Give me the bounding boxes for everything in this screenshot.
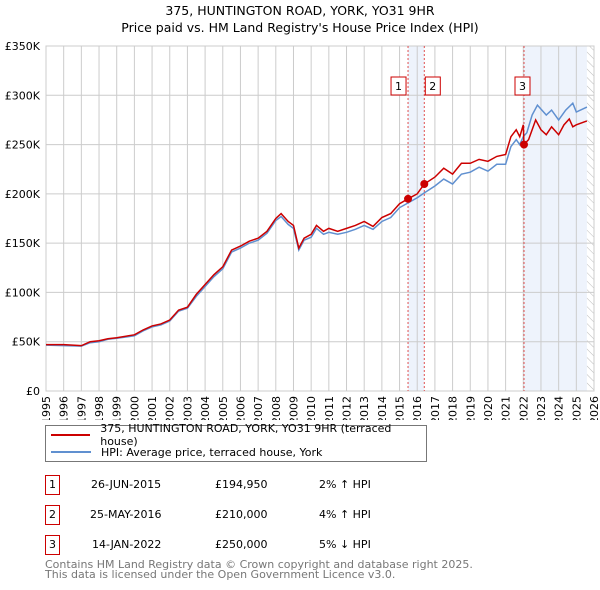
sale-hpi: 5% ↓ HPI: [319, 538, 371, 551]
y-tick-label: £50K: [12, 336, 41, 349]
footer: Contains HM Land Registry data © Crown c…: [45, 558, 473, 581]
x-tick-label: 2018: [447, 396, 460, 420]
chart-title: 375, HUNTINGTON ROAD, YORK, YO31 9HR: [165, 3, 435, 18]
sale-price: £250,000: [215, 538, 268, 551]
x-tick-label: 2016: [411, 396, 424, 420]
x-tick-label: 2014: [376, 396, 389, 420]
x-tick-label: 2026: [588, 396, 600, 420]
x-tick-label: 2007: [252, 396, 265, 420]
sale-marker-label: 3: [45, 535, 60, 555]
sale-marker-label: 2: [429, 80, 436, 93]
x-tick-label: 1995: [40, 396, 53, 420]
y-tick-label: £100K: [5, 286, 41, 299]
legend-swatch: [51, 434, 91, 436]
x-tick-label: 2021: [500, 396, 513, 420]
x-tick-label: 2003: [181, 396, 194, 420]
x-tick-label: 2025: [570, 396, 583, 420]
x-tick-label: 2004: [199, 396, 212, 420]
sale-hpi: 4% ↑ HPI: [319, 508, 371, 521]
sale-marker-label: 3: [519, 80, 526, 93]
x-tick-label: 2023: [535, 396, 548, 420]
x-tick-label: 1999: [111, 396, 124, 420]
sale-date: 14-JAN-2022: [92, 538, 162, 551]
y-tick-label: £150K: [5, 237, 41, 250]
x-tick-label: 2011: [323, 396, 336, 420]
y-tick-label: £0: [26, 385, 40, 398]
sale-date: 26-JUN-2015: [91, 478, 162, 491]
shaded-range: [408, 46, 425, 391]
property-price-line: [46, 117, 588, 347]
x-tick-label: 2000: [128, 396, 141, 420]
y-tick-label: £250K: [5, 139, 41, 152]
sale-price: £194,950: [215, 478, 268, 491]
sale-marker-box: [514, 76, 531, 96]
footer-line: Contains HM Land Registry data © Crown c…: [45, 558, 473, 571]
x-tick-label: 2012: [341, 396, 354, 420]
sale-row: 2 25-MAY-2016 £210,000 4% ↑ HPI: [45, 505, 465, 525]
x-tick-label: 2017: [429, 396, 442, 420]
plot-border: [45, 45, 595, 392]
x-tick-label: 1996: [58, 396, 71, 420]
x-tick-label: 2001: [146, 396, 159, 420]
sale-row: 3 14-JAN-2022 £250,000 5% ↓ HPI: [45, 535, 465, 555]
legend: 375, HUNTINGTON ROAD, YORK, YO31 9HR (te…: [45, 422, 427, 462]
x-tick-label: 2010: [305, 396, 318, 420]
footer-line: This data is licensed under the Open Gov…: [45, 568, 396, 581]
y-tick-label: £300K: [5, 89, 41, 102]
legend-swatch: [51, 451, 91, 453]
x-tick-label: 2024: [553, 396, 566, 420]
y-tick-label: £200K: [5, 188, 41, 201]
x-tick-label: 2019: [464, 396, 477, 420]
forecast-hatch: [586, 46, 594, 391]
sale-marker-box: [390, 76, 407, 96]
legend-label: HPI: Average price, terraced house, York: [101, 445, 323, 459]
x-tick-label: 2002: [164, 396, 177, 420]
sale-hpi: 2% ↑ HPI: [319, 478, 371, 491]
x-tick-label: 2013: [358, 396, 371, 420]
sale-date: 25-MAY-2016: [90, 508, 162, 521]
plot-area: 1995 1996 1997 1998 1999 2000 2001 2002 2003 2004…: [5, 40, 600, 420]
legend-label: 375, HUNTINGTON ROAD, YORK, YO31 9HR (te…: [100, 422, 392, 448]
x-tick-label: 2006: [234, 396, 247, 420]
chart-subtitle: Price paid vs. HM Land Registry's House …: [121, 20, 479, 35]
x-tick-label: 2009: [287, 396, 300, 420]
sale-marker-label: 2: [45, 505, 60, 525]
x-tick-label: 2020: [482, 396, 495, 420]
sale-row: 1 26-JUN-2015 £194,950 2% ↑ HPI: [45, 475, 465, 495]
sale-marker-label: 1: [45, 475, 60, 495]
x-tick-label: 1998: [93, 396, 106, 420]
sale-point: [420, 180, 429, 188]
x-tick-label: 2008: [270, 396, 283, 420]
x-tick-label: 2022: [517, 396, 530, 420]
x-tick-label: 2015: [394, 396, 407, 420]
shaded-range: [523, 46, 587, 391]
sale-marker-box: [424, 76, 441, 96]
sale-point: [519, 140, 528, 149]
x-tick-label: 2005: [217, 396, 230, 420]
y-tick-label: £350K: [5, 40, 41, 53]
hpi-line: [45, 101, 588, 347]
sale-price: £210,000: [215, 508, 268, 521]
sale-marker-label: 1: [395, 80, 402, 93]
x-tick-label: 1997: [75, 396, 88, 420]
legend-item-hpi: HPI: Average price, terraced house, York: [51, 444, 322, 460]
legend-item-property: 375, HUNTINGTON ROAD, YORK, YO31 9HR (te…: [51, 422, 426, 448]
sale-point: [404, 194, 413, 203]
